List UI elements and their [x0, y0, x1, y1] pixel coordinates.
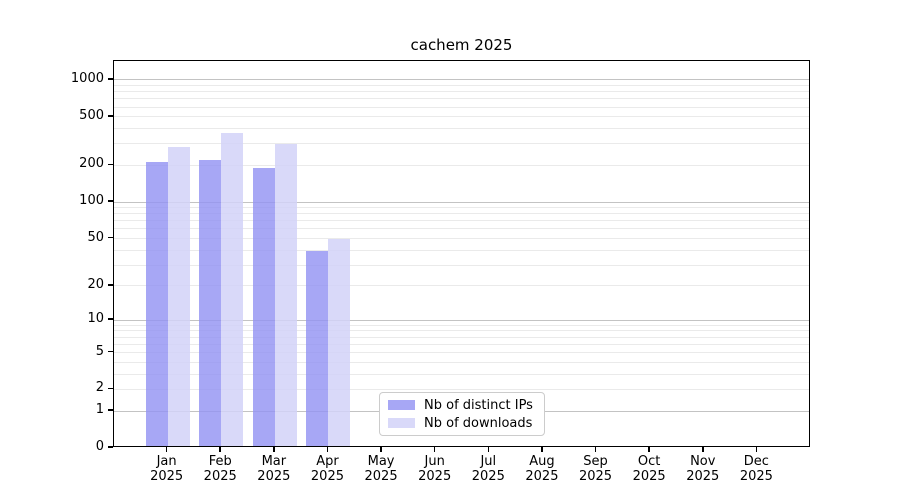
y-tick-mark	[108, 163, 113, 166]
x-axis-tick-label-oct: Oct 2025	[632, 454, 666, 484]
y-axis-tick-label: 0	[95, 439, 104, 454]
x-axis-tick-label-apr: Apr 2025	[310, 454, 344, 484]
x-axis-tick-label-jun: Jun 2025	[418, 454, 452, 484]
y-tick-mark	[108, 387, 113, 390]
grid-line-minor	[114, 343, 809, 345]
x-tick-mark	[702, 447, 704, 452]
chart-title: cachem 2025	[410, 36, 513, 54]
grid-line-minor	[114, 238, 809, 240]
plot-area	[113, 60, 810, 447]
y-tick-mark	[108, 78, 113, 80]
grid-line-major	[114, 201, 809, 203]
y-axis-tick-label: 100	[79, 193, 104, 209]
grid-line-minor	[114, 330, 809, 332]
x-axis-tick-label-mar: Mar 2025	[257, 454, 291, 484]
x-tick-mark	[380, 447, 382, 452]
legend-item-distinct-ips: Nb of distinct IPs	[388, 398, 536, 413]
grid-line-minor	[114, 85, 809, 87]
x-tick-mark	[487, 447, 490, 452]
x-tick-mark	[433, 447, 436, 452]
x-tick-mark	[755, 447, 758, 452]
y-tick-mark	[108, 236, 113, 239]
grid-line-minor	[114, 373, 809, 375]
y-tick-mark	[108, 115, 113, 117]
y-axis-tick-label: 5	[95, 343, 104, 359]
grid-line-minor	[114, 324, 809, 326]
x-tick-mark	[541, 447, 543, 452]
y-tick-mark	[108, 350, 113, 353]
bar-distinct-ips-jan	[145, 161, 168, 446]
legend-label-distinct-ips: Nb of distinct IPs	[424, 397, 533, 413]
y-tick-mark	[108, 284, 113, 286]
bar-downloads-feb	[221, 133, 244, 446]
y-axis-tick-label: 500	[79, 107, 104, 123]
bar-distinct-ips-mar	[252, 167, 275, 446]
grid-line-minor	[114, 98, 809, 100]
legend-label-downloads: Nb of downloads	[424, 415, 533, 431]
x-tick-mark	[326, 447, 329, 452]
x-tick-mark	[165, 447, 168, 452]
legend: Nb of distinct IPs Nb of downloads	[379, 392, 545, 436]
grid-line-minor	[114, 228, 809, 230]
grid-line-minor	[114, 361, 809, 363]
y-tick-mark	[108, 200, 113, 202]
x-axis-tick-label-jul: Jul 2025	[471, 454, 505, 484]
x-axis-tick-label-feb: Feb 2025	[203, 454, 237, 484]
x-axis-tick-label-sep: Sep 2025	[578, 454, 613, 484]
bar-distinct-ips-apr	[306, 250, 329, 446]
x-axis-tick-label-dec: Dec 2025	[739, 454, 773, 484]
grid-line-minor	[114, 220, 809, 222]
bar-downloads-mar	[274, 144, 297, 446]
x-tick-mark	[273, 447, 275, 452]
grid-line-minor	[114, 106, 809, 108]
x-tick-mark	[648, 447, 650, 452]
legend-swatch-downloads	[388, 418, 415, 428]
y-axis-tick-label: 200	[79, 156, 104, 172]
grid-line-minor	[114, 116, 809, 118]
grid-line-minor	[114, 336, 809, 338]
x-axis-tick-label-nov: Nov 2025	[686, 454, 720, 484]
bar-downloads-apr	[328, 238, 351, 446]
grid-line-minor	[114, 213, 809, 215]
legend-swatch-distinct-ips	[388, 400, 415, 410]
grid-line-minor	[114, 285, 809, 287]
y-axis-tick-label: 2	[95, 380, 104, 396]
y-axis-tick-label: 20	[87, 276, 104, 292]
x-axis-tick-label-aug: Aug 2025	[525, 454, 559, 484]
y-axis-tick-label: 1000	[70, 70, 104, 86]
y-tick-mark	[108, 446, 113, 448]
bar-downloads-jan	[167, 146, 190, 446]
grid-line-minor	[114, 207, 809, 209]
legend-item-downloads: Nb of downloads	[388, 416, 536, 431]
y-axis-tick-label: 50	[87, 229, 104, 245]
y-axis-tick-label: 10	[87, 311, 104, 327]
grid-line-major	[114, 319, 809, 321]
y-tick-mark	[108, 409, 113, 411]
y-axis-tick-label: 1	[95, 402, 104, 418]
y-tick-mark	[108, 318, 113, 320]
bar-distinct-ips-feb	[199, 159, 222, 446]
grid-line-minor	[114, 164, 809, 166]
grid-line-minor	[114, 91, 809, 93]
grid-line-minor	[114, 352, 809, 354]
x-axis-tick-label-may: May 2025	[364, 454, 398, 484]
grid-line-minor	[114, 249, 809, 251]
grid-line-minor	[114, 388, 809, 390]
x-tick-mark	[219, 447, 221, 452]
grid-line-minor	[114, 264, 809, 266]
grid-line-minor	[114, 128, 809, 130]
grid-line-minor	[114, 143, 809, 145]
grid-line-major	[114, 79, 809, 81]
x-tick-mark	[594, 447, 597, 452]
x-axis-tick-label-jan: Jan 2025	[150, 454, 184, 484]
